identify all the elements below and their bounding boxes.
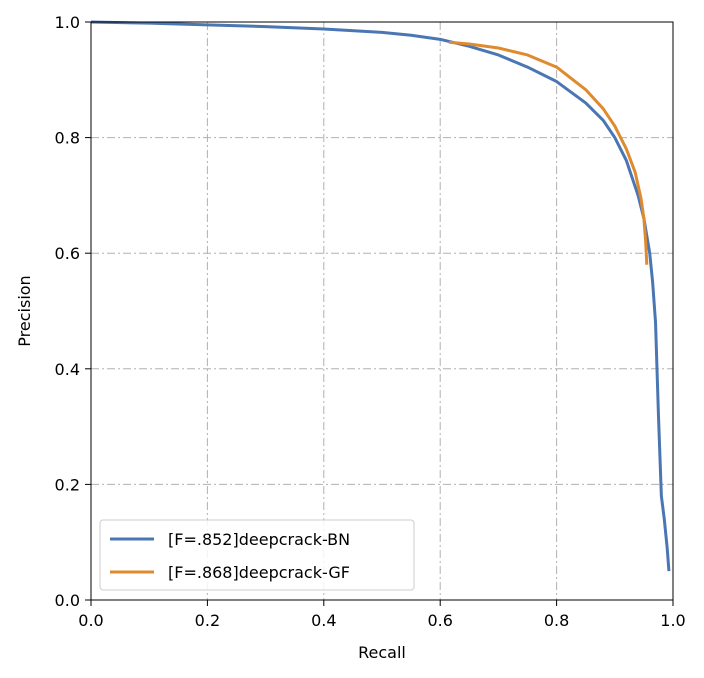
x-tick-label: 0.0 [78,611,103,630]
ticks: 0.0 0.2 0.4 0.6 0.8 1.0 0.0 0.2 0.4 0.6 0.8 1.0 [55,13,686,630]
y-tick-label: 0.0 [55,591,80,610]
y-tick-label: 0.2 [55,475,80,494]
y-tick-label: 1.0 [55,13,80,32]
legend-box [99,519,415,591]
plot-frame [90,21,674,601]
legend: [F=.852]deepcrack-BN [F=.868]deepcrack-GF [99,519,415,591]
legend-label: [F=.868]deepcrack-GF [168,563,350,582]
x-axis-label: Recall [358,643,406,662]
series-line-0 [90,20,671,572]
y-tick-label: 0.4 [55,360,80,379]
y-axis-label: Precision [15,275,34,346]
x-tick-label: 0.4 [311,611,336,630]
x-tick-label: 0.6 [427,611,452,630]
x-tick-label: 1.0 [660,611,685,630]
x-tick-label: 0.2 [195,611,220,630]
series-lines [90,20,671,572]
y-tick-label: 0.6 [55,244,80,263]
legend-label: [F=.852]deepcrack-BN [168,530,350,549]
grid [91,22,673,600]
series-line-1 [448,40,649,265]
x-tick-label: 0.8 [544,611,569,630]
y-tick-label: 0.8 [55,129,80,148]
